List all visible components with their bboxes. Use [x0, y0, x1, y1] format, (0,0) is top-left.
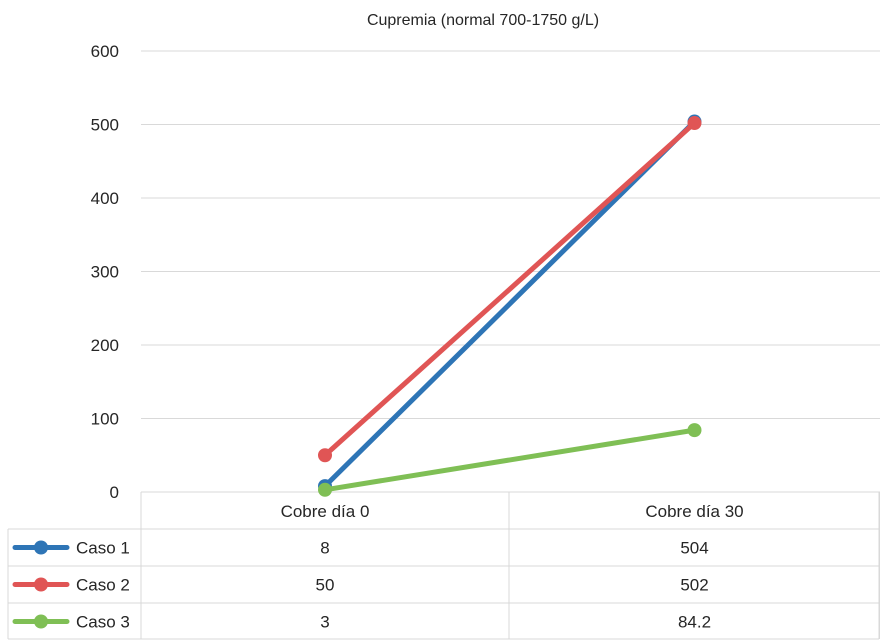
data-table-value: 8 — [320, 539, 329, 558]
chart-title: Cupremia (normal 700-1750 g/L) — [367, 12, 599, 29]
data-table-value: 504 — [680, 539, 708, 558]
data-table-value: 3 — [320, 613, 329, 632]
data-point — [687, 423, 702, 438]
legend-key-marker — [34, 614, 48, 629]
legend-key-marker — [34, 540, 48, 555]
y-tick-label: 500 — [91, 116, 119, 135]
gridlines — [141, 50, 880, 419]
series-lines — [318, 114, 702, 497]
data-table-value: 84.2 — [678, 613, 711, 632]
series-line — [322, 119, 697, 489]
data-point — [318, 448, 332, 463]
y-tick-label: 0 — [110, 483, 119, 502]
legend-key-marker — [34, 577, 48, 592]
data-table: Cobre día 0 Cobre día 30 Caso 1 8 504 Caso 2 5… — [7, 491, 880, 640]
y-tick-label: 400 — [91, 189, 119, 208]
data-point — [318, 482, 332, 497]
series-line — [322, 120, 697, 458]
y-tick-label: 100 — [91, 410, 119, 429]
x-category-label: Cobre día 0 — [281, 502, 370, 521]
y-axis-ticks: 0 100 200 300 400 500 600 — [91, 42, 119, 502]
legend-series-name: Caso 1 — [76, 539, 130, 558]
data-point — [687, 116, 702, 131]
data-table-value: 50 — [316, 576, 335, 595]
legend-series-name: Caso 3 — [76, 613, 130, 632]
legend-series-name: Caso 2 — [76, 576, 130, 595]
y-tick-label: 600 — [91, 42, 119, 61]
y-tick-label: 200 — [91, 336, 119, 355]
series-line — [322, 427, 697, 493]
y-tick-label: 300 — [91, 263, 119, 282]
data-table-value: 502 — [680, 576, 708, 595]
x-category-label: Cobre día 30 — [645, 502, 743, 521]
